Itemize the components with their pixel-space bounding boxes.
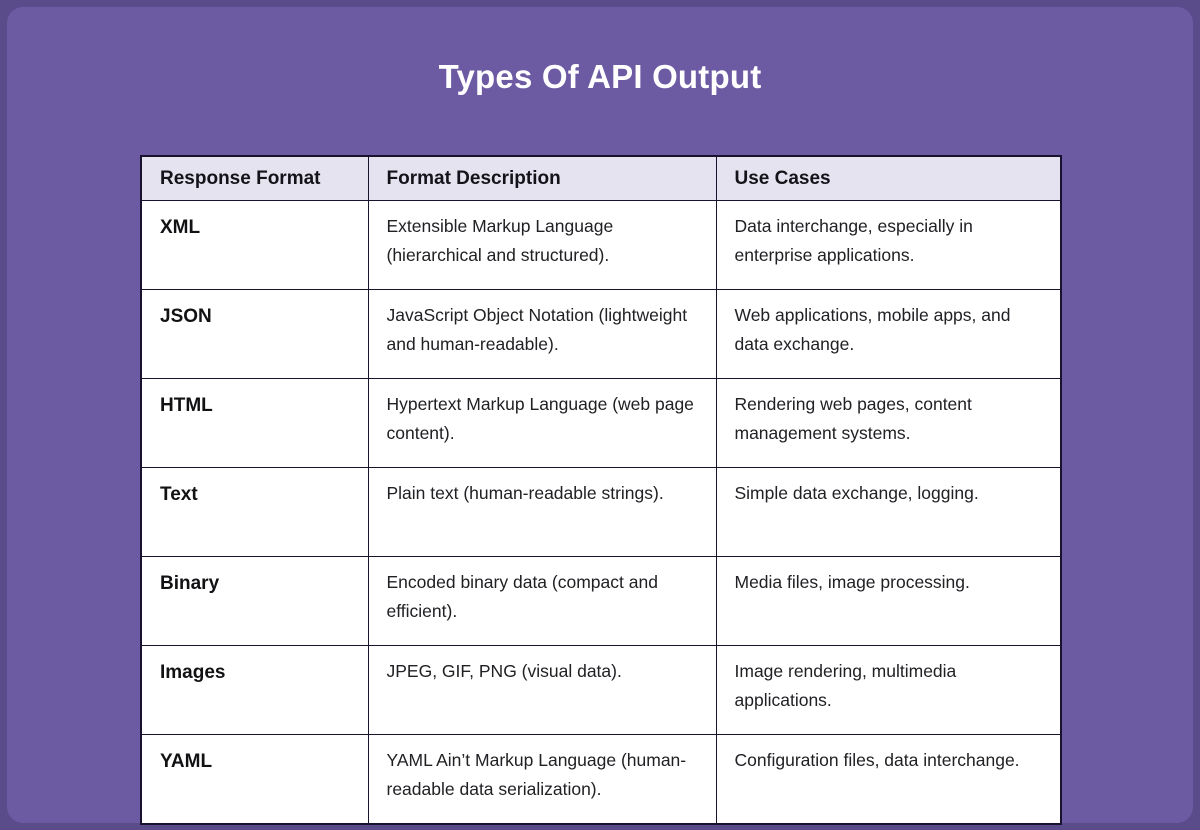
table-row: Text Plain text (human-readable strings)… <box>140 467 1062 557</box>
use-cases-cell: Image rendering, multimedia applications… <box>715 645 1062 735</box>
table-row: YAML YAML Ain’t Markup Language (human-r… <box>140 734 1062 825</box>
format-cell: XML <box>140 200 369 290</box>
format-cell: HTML <box>140 378 369 468</box>
format-cell: YAML <box>140 734 369 825</box>
table-header-row: Response Format Format Description Use C… <box>140 155 1062 201</box>
use-cases-cell: Media files, image processing. <box>715 556 1062 646</box>
use-cases-cell: Data interchange, especially in enterpri… <box>715 200 1062 290</box>
table-row: Binary Encoded binary data (compact and … <box>140 556 1062 646</box>
table-row: XML Extensible Markup Language (hierarch… <box>140 200 1062 290</box>
use-cases-cell: Web applications, mobile apps, and data … <box>715 289 1062 379</box>
format-cell: Images <box>140 645 369 735</box>
description-cell: Plain text (human-readable strings). <box>367 467 717 557</box>
description-cell: YAML Ain’t Markup Language (human-readab… <box>367 734 717 825</box>
api-output-table: Response Format Format Description Use C… <box>140 155 1062 825</box>
use-cases-cell: Rendering web pages, content management … <box>715 378 1062 468</box>
table-row: Images JPEG, GIF, PNG (visual data). Ima… <box>140 645 1062 735</box>
format-cell: Text <box>140 467 369 557</box>
table-row: HTML Hypertext Markup Language (web page… <box>140 378 1062 468</box>
description-cell: Extensible Markup Language (hierarchical… <box>367 200 717 290</box>
use-cases-cell: Simple data exchange, logging. <box>715 467 1062 557</box>
use-cases-cell: Configuration files, data interchange. <box>715 734 1062 825</box>
header-response-format: Response Format <box>140 155 369 201</box>
header-format-description: Format Description <box>367 155 717 201</box>
format-cell: JSON <box>140 289 369 379</box>
description-cell: Encoded binary data (compact and efficie… <box>367 556 717 646</box>
page-title: Types Of API Output <box>438 58 762 95</box>
table-row: JSON JavaScript Object Notation (lightwe… <box>140 289 1062 379</box>
format-cell: Binary <box>140 556 369 646</box>
header-use-cases: Use Cases <box>715 155 1062 201</box>
description-cell: Hypertext Markup Language (web page cont… <box>367 378 717 468</box>
description-cell: JPEG, GIF, PNG (visual data). <box>367 645 717 735</box>
description-cell: JavaScript Object Notation (lightweight … <box>367 289 717 379</box>
